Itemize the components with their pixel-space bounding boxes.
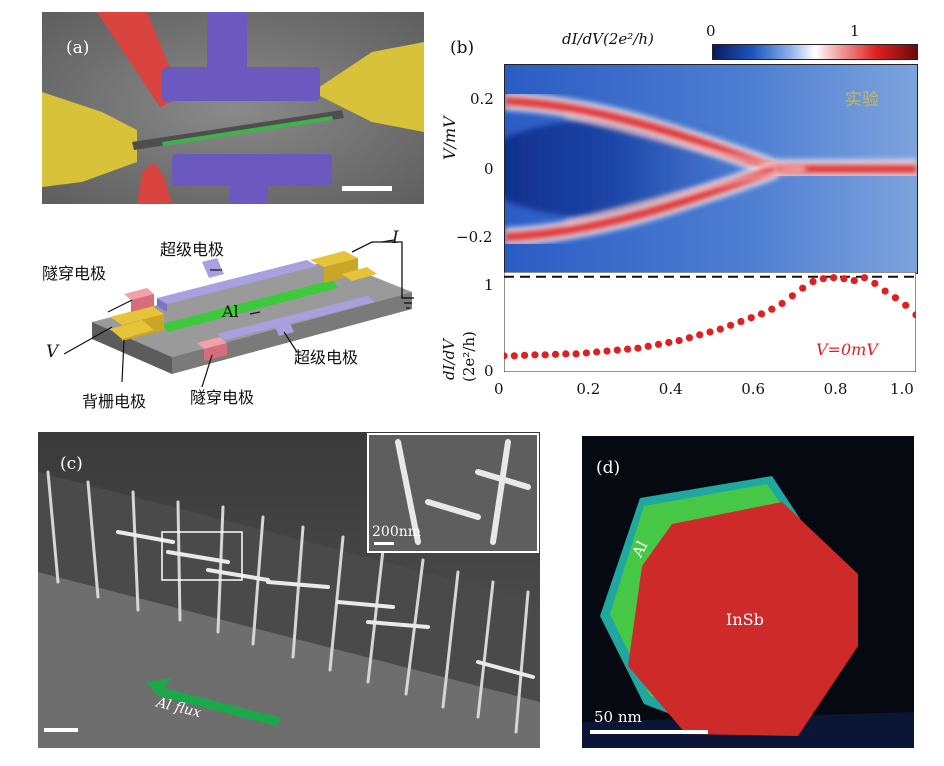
data-point — [768, 305, 776, 313]
data-point — [531, 351, 539, 359]
lineplot-legend-text: V=0mV — [816, 340, 878, 359]
label-super-electrode-bottom: 超级电极 — [294, 348, 359, 367]
data-point — [830, 274, 838, 282]
lineplot-ylabel-top: dI/dV — [440, 338, 458, 380]
heatmap-ytick-1: 0 — [484, 160, 494, 178]
heatmap: 实验 — [504, 64, 918, 274]
inset-scale-label: 200nm — [372, 524, 422, 540]
label-back-gate: 背栅电极 — [82, 392, 147, 411]
data-point — [675, 336, 683, 345]
data-point — [799, 284, 807, 292]
label-v: V — [46, 342, 59, 362]
heatmap-ylabel: V/mV — [440, 116, 459, 160]
data-point — [593, 348, 601, 356]
data-point — [850, 276, 858, 285]
data-point — [572, 350, 580, 358]
data-point — [551, 350, 560, 358]
lineplot-xtick: 0.6 — [741, 380, 766, 398]
lineplot-xtick: 0.8 — [823, 380, 848, 398]
data-point — [634, 344, 642, 352]
lineplot-legend: V=0mV — [816, 340, 878, 359]
data-point — [891, 294, 899, 302]
lineplot-ytick-1: 1 — [484, 276, 494, 294]
data-point — [696, 331, 704, 339]
panel-d-eds-image: (d) Al InSb 50 nm — [582, 436, 914, 748]
heatmap-ytick-0: 0.2 — [470, 90, 494, 108]
data-point — [521, 351, 529, 359]
lineplot-xtick: 0.4 — [658, 380, 683, 398]
data-point — [541, 351, 549, 359]
lineplot-xtick: 1.0 — [890, 380, 914, 398]
panel-d-label: (d) — [596, 458, 621, 478]
device-schematic: 隧穿电极 超级电极 Al 超级电极 隧穿电极 背栅电极 V I — [42, 222, 442, 422]
label-i: I — [392, 228, 399, 248]
label-al: Al — [222, 302, 239, 321]
lineplot: V=0mV — [500, 271, 920, 373]
colorbar-tick-min: 0 — [706, 22, 716, 40]
data-point — [644, 342, 652, 350]
lineplot-xtick: 0.2 — [576, 380, 601, 398]
heatmap-ytick-2: −0.2 — [456, 228, 493, 246]
lineplot-ytick-0: 0 — [484, 362, 494, 380]
colorbar — [712, 44, 918, 60]
data-point — [624, 345, 632, 353]
panel-b-label: (b) — [450, 38, 475, 58]
data-point — [757, 310, 766, 318]
data-point — [510, 352, 518, 360]
data-point — [860, 274, 869, 282]
data-point — [685, 334, 693, 342]
data-point — [603, 347, 611, 355]
data-point — [665, 338, 673, 347]
panel-a-label: (a) — [66, 38, 90, 58]
data-point — [613, 346, 621, 354]
data-point — [819, 275, 827, 283]
data-point — [562, 350, 570, 358]
data-point — [716, 325, 724, 333]
colorbar-tick-max: 1 — [850, 22, 860, 40]
data-point — [654, 340, 663, 348]
lineplot-xtick: 0 — [494, 380, 504, 398]
label-super-electrode-top: 超级电极 — [160, 240, 225, 259]
insb-label: InSb — [726, 610, 764, 629]
panel-c-sem-image: (c) 200nm Al flux — [38, 432, 540, 748]
data-point — [727, 321, 735, 329]
lineplot-ylabel-bottom: (2e²/h) — [460, 331, 478, 382]
label-tunnel-electrode-bottom: 隧穿电极 — [190, 388, 255, 407]
label-tunnel-electrode-top: 隧穿电极 — [42, 264, 107, 283]
data-point — [881, 287, 889, 295]
data-point — [840, 275, 848, 283]
heatmap-annotation: 实验 — [845, 90, 879, 110]
data-point — [871, 279, 879, 288]
data-point — [788, 292, 796, 300]
colorbar-label: dI/dV(2e²/h) — [562, 30, 654, 48]
data-point — [737, 317, 745, 326]
data-point — [778, 299, 786, 308]
data-point — [582, 349, 590, 357]
scale-label-50nm: 50 nm — [594, 708, 642, 726]
data-point — [809, 277, 817, 286]
panel-a-sem-image: (a) — [42, 12, 424, 204]
data-point — [706, 328, 714, 336]
data-point — [902, 301, 910, 309]
data-point — [747, 314, 755, 322]
panel-c-label: (c) — [60, 454, 83, 474]
